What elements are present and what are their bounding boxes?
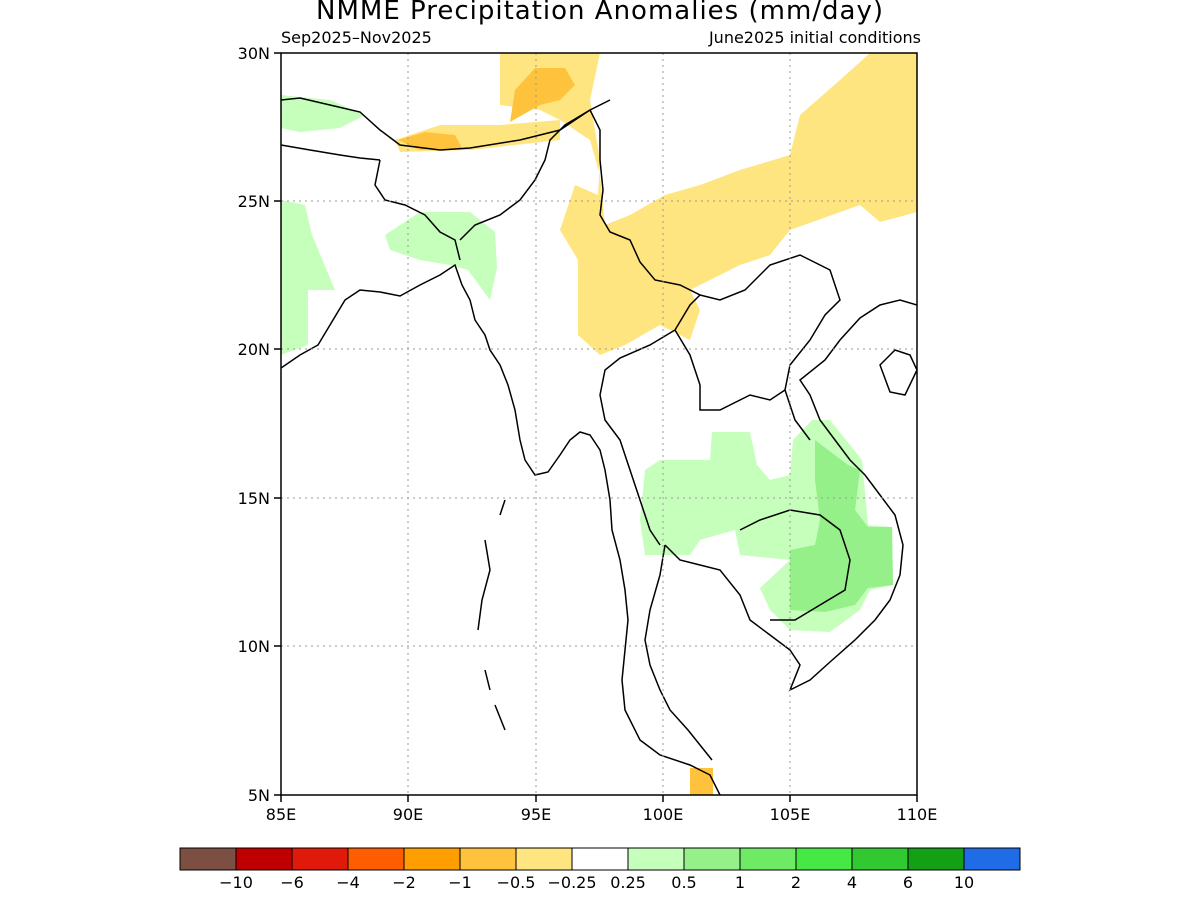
border-laos [699, 254, 841, 441]
colorbar-swatch [291, 847, 349, 871]
colorbar-label: −4 [336, 873, 360, 892]
colorbar-label: 4 [847, 873, 857, 892]
map-frame [280, 52, 918, 796]
colorbar-swatch [235, 847, 293, 871]
colorbar-label: 1 [735, 873, 745, 892]
lat-label: 10N [238, 637, 270, 656]
island-nicobar [484, 669, 506, 731]
colorbar-swatch [627, 847, 685, 871]
colorbar-swatch [963, 847, 1021, 871]
lon-label: 85E [266, 805, 296, 824]
coastlines-borders [281, 97, 917, 795]
colorbar-swatch [739, 847, 797, 871]
border-bhutan-nepal [281, 144, 381, 161]
border-thailand-laos [674, 329, 786, 411]
gridlines [281, 53, 917, 795]
border-cambodia [739, 509, 851, 621]
colorbar-swatch [907, 847, 965, 871]
wet-anomaly-nw [281, 95, 365, 132]
lon-label: 95E [521, 805, 551, 824]
colorbar-label: −10 [219, 873, 253, 892]
colorbar-label: 0.5 [671, 873, 696, 892]
colorbar-swatch [795, 847, 853, 871]
colorbar-label: −6 [280, 873, 304, 892]
coastline-indochina [664, 299, 917, 692]
colorbar: −10 −6 −4 −2 −1 −0.5 −0.25 0.25 0.5 1 2 4 6 10 [179, 847, 1021, 892]
colorbar-label: 6 [903, 873, 913, 892]
dry-anomaly-orange-west [398, 132, 462, 150]
anomaly-shading [281, 53, 917, 795]
colorbar-swatch [851, 847, 909, 871]
island-hainan [879, 349, 917, 396]
colorbar-label: −0.5 [497, 873, 536, 892]
lat-label: 30N [238, 44, 270, 63]
lon-label: 105E [770, 805, 811, 824]
colorbar-label: 10 [954, 873, 974, 892]
border-myanmar-thailand [599, 329, 676, 546]
colorbar-swatch [571, 847, 629, 871]
colorbar-swatch [683, 847, 741, 871]
colorbar-label: −1 [448, 873, 472, 892]
colorbar-swatch [459, 847, 517, 871]
colorbar-swatch [179, 847, 237, 871]
colorbar-swatch [403, 847, 461, 871]
border-himalaya [281, 97, 591, 151]
coastline-bay-of-bengal [281, 263, 721, 795]
lat-label: 20N [238, 340, 270, 359]
border-bangladesh [374, 159, 461, 261]
latitude-axis: 30N 25N 20N 15N 10N 5N [238, 44, 270, 805]
wet-anomaly-cambodia [790, 548, 818, 588]
lat-label: 5N [248, 786, 270, 805]
colorbar-swatch [347, 847, 405, 871]
map-title: NMME Precipitation Anomalies (mm/day) [316, 0, 884, 26]
colorbar-swatch [515, 847, 573, 871]
islands-andaman [477, 499, 506, 631]
lon-label: 110E [897, 805, 938, 824]
colorbar-label: −0.25 [547, 873, 596, 892]
dry-anomaly-orange-south [690, 768, 713, 795]
colorbar-label: 0.25 [610, 873, 646, 892]
forecast-period: Sep2025–Nov2025 [281, 28, 432, 47]
lon-label: 100E [643, 805, 684, 824]
wet-anomaly-west-coast [281, 200, 335, 355]
tick-marks [274, 52, 918, 802]
colorbar-label: −2 [392, 873, 416, 892]
lat-label: 15N [238, 489, 270, 508]
dry-anomaly-northeast [500, 53, 917, 355]
colorbar-label: 2 [791, 873, 801, 892]
dry-anomaly-orange-north [510, 68, 575, 122]
wet-anomaly-bangladesh [385, 212, 497, 300]
lon-label: 90E [393, 805, 423, 824]
longitude-axis: 85E 90E 95E 100E 105E 110E [266, 805, 938, 824]
initial-conditions: June2025 initial conditions [708, 28, 921, 47]
coastline-gulf-of-thailand [644, 544, 713, 761]
lat-label: 25N [238, 192, 270, 211]
